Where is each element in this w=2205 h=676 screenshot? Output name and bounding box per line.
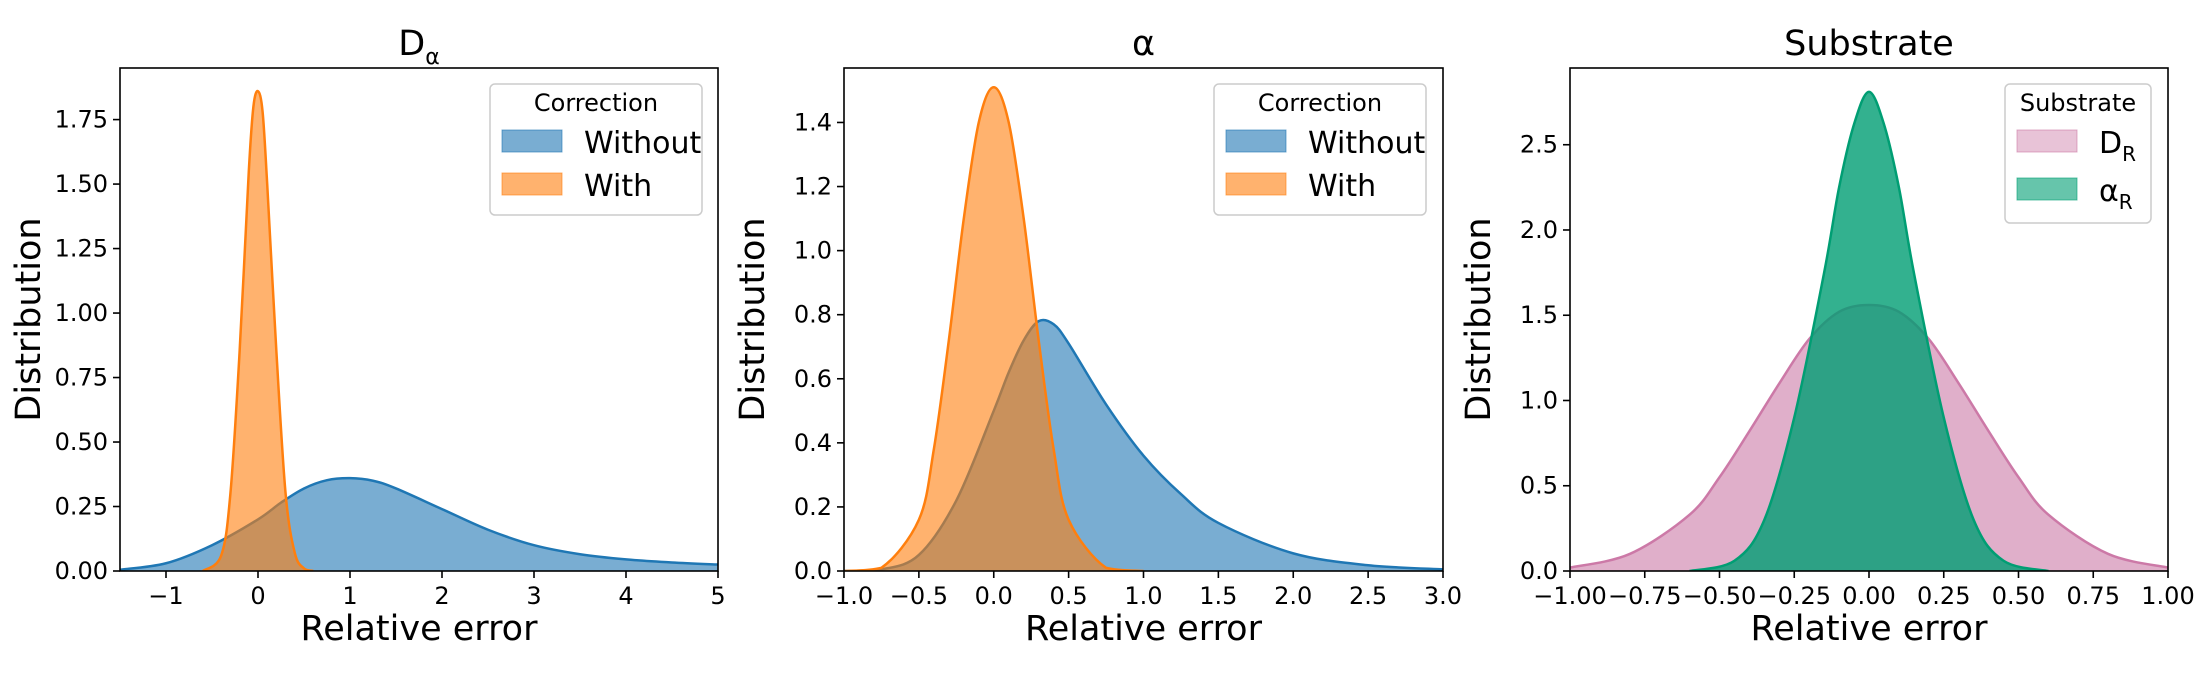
chart-title: Substrate <box>1784 24 1954 64</box>
legend-label: With <box>584 169 652 204</box>
chart-title-main: α <box>1132 24 1155 64</box>
legend-title: Correction <box>534 89 658 117</box>
legend-swatch <box>2016 129 2078 153</box>
legend-label-subscript: R <box>2119 190 2133 214</box>
x-tick-label: 0.75 <box>2067 582 2120 610</box>
series-area-with <box>844 87 1144 571</box>
x-tick-label: −0.75 <box>1608 582 1682 610</box>
y-axis-label: Distribution <box>1459 217 1499 421</box>
legend: Correction Without With <box>1213 83 1427 216</box>
series-area-with <box>202 91 314 571</box>
legend-label: DR <box>2099 126 2136 166</box>
y-tick-label: 1.50 <box>55 170 108 198</box>
x-axis-label: Relative error <box>1025 609 1263 649</box>
y-tick-label: 0.5 <box>1520 472 1558 500</box>
legend-swatch <box>2016 177 2078 201</box>
y-tick-label: 1.00 <box>55 299 108 327</box>
series-line-α-r <box>1689 90 2049 571</box>
legend-swatch <box>1225 172 1287 196</box>
legend-label-subscript: R <box>2122 142 2136 166</box>
y-tick-label: 0.50 <box>55 428 108 456</box>
x-tick-label: −0.25 <box>1757 582 1831 610</box>
chart-title-main: D <box>398 24 425 64</box>
x-tick-label: 1.00 <box>2141 582 2194 610</box>
y-tick-label: 2.0 <box>1520 216 1558 244</box>
x-tick-label: −1 <box>148 582 183 610</box>
legend-swatch <box>1225 129 1287 153</box>
y-tick-label: 2.5 <box>1520 131 1558 159</box>
x-tick-label: 0.25 <box>1917 582 1970 610</box>
y-tick-label: 1.0 <box>1520 386 1558 414</box>
y-tick-label: 1.4 <box>794 108 832 136</box>
y-tick-label: 1.0 <box>794 237 832 265</box>
y-tick-label: 1.75 <box>55 106 108 134</box>
x-tick-label: 1.5 <box>1199 582 1237 610</box>
x-tick-label: −1.00 <box>1533 582 1607 610</box>
chart-title: Dα <box>398 24 439 70</box>
series-area-without <box>120 478 718 571</box>
y-tick-label: 0.2 <box>794 493 832 521</box>
chart-title: α <box>1132 24 1155 64</box>
chart-title-subscript: α <box>425 45 440 70</box>
x-tick-label: 0.5 <box>1050 582 1088 610</box>
x-tick-label: −1.0 <box>815 582 873 610</box>
y-tick-label: 0.0 <box>794 557 832 585</box>
series-line-with <box>201 89 314 571</box>
series-line-with <box>844 85 1144 571</box>
chart-title-main: Substrate <box>1784 24 1954 64</box>
legend-swatch <box>501 172 563 196</box>
x-tick-label: 0 <box>250 582 265 610</box>
legend-swatch <box>501 129 563 153</box>
series-area-α-r <box>1689 91 2049 571</box>
x-tick-label: 2.0 <box>1274 582 1312 610</box>
y-tick-label: 1.2 <box>794 173 832 201</box>
x-tick-label: 5 <box>710 582 725 610</box>
panel-2: −1.0 −0.5 0.0 0.5 1.0 1.5 2.0 2.5 3.0 0.0 0.2 0.4 0.… <box>733 24 1462 649</box>
plot-area <box>120 89 718 571</box>
y-tick-label: 0.00 <box>55 557 108 585</box>
legend-label-main: α <box>2099 174 2119 209</box>
y-tick-label: 0.75 <box>55 364 108 392</box>
y-tick-label: 0.0 <box>1520 557 1558 585</box>
y-tick-label: 0.4 <box>794 429 832 457</box>
x-tick-label: 2 <box>434 582 449 610</box>
y-axis-label: Distribution <box>733 217 773 421</box>
x-tick-label: 2.5 <box>1349 582 1387 610</box>
plot-area <box>844 85 1443 571</box>
y-tick-label: 1.25 <box>55 235 108 263</box>
legend-label: Without <box>1308 126 1425 161</box>
x-tick-label: 1 <box>342 582 357 610</box>
y-tick-label: 1.5 <box>1520 301 1558 329</box>
legend-label: With <box>1308 169 1376 204</box>
y-axis-label: Distribution <box>9 217 49 421</box>
x-tick-label: 4 <box>618 582 633 610</box>
axes-frame <box>119 67 719 572</box>
plot-area <box>1570 90 2168 571</box>
legend-label: Without <box>584 126 701 161</box>
x-tick-label: 0.0 <box>975 582 1013 610</box>
x-tick-label: 1.0 <box>1124 582 1162 610</box>
x-axis-label: Relative error <box>300 609 538 649</box>
legend-title: Substrate <box>2020 89 2136 117</box>
x-tick-label: −0.5 <box>890 582 948 610</box>
x-tick-label: 3 <box>526 582 541 610</box>
y-tick-label: 0.6 <box>794 365 832 393</box>
x-tick-label: 0.00 <box>1842 582 1895 610</box>
x-tick-label: 0.50 <box>1992 582 2045 610</box>
legend: Correction Without With <box>489 83 703 216</box>
x-tick-label: 3.0 <box>1424 582 1462 610</box>
x-axis-label: Relative error <box>1750 609 1988 649</box>
legend-label-main: D <box>2099 126 2122 161</box>
y-tick-label: 0.25 <box>55 493 108 521</box>
y-tick-label: 0.8 <box>794 301 832 329</box>
panel-3: −1.00 −0.75 −0.50 −0.25 0.00 0.25 0.50 0.75 1.00… <box>1459 24 2195 649</box>
legend-label: αR <box>2099 174 2133 214</box>
legend-title: Correction <box>1258 89 1382 117</box>
panel-1: −1 0 1 2 3 4 5 0.00 0.25 0.50 0.75 1.00 1.25 1.50 1.75… <box>9 24 726 649</box>
x-tick-label: −0.50 <box>1683 582 1757 610</box>
